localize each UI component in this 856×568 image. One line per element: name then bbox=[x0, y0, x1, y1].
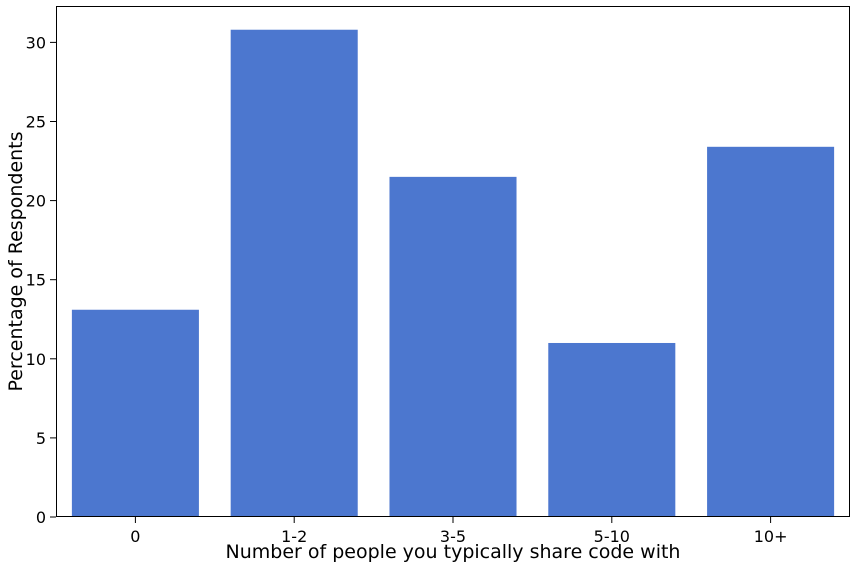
y-axis-ticks: 0 5 10 15 20 25 30 bbox=[26, 33, 56, 527]
x-axis-ticks: 0 1-2 3-5 5-10 10+ bbox=[130, 517, 787, 546]
x-tick-label: 10+ bbox=[754, 527, 788, 546]
bars-group bbox=[71, 29, 835, 518]
x-tick-label: 3-5 bbox=[440, 527, 466, 546]
y-tick-label: 25 bbox=[26, 112, 46, 131]
y-tick-label: 30 bbox=[26, 33, 46, 52]
x-tick-label: 5-10 bbox=[594, 527, 630, 546]
y-tick-label: 0 bbox=[36, 508, 46, 527]
bar-3-5 bbox=[389, 176, 517, 518]
y-tick-label: 10 bbox=[26, 350, 46, 369]
x-axis-label: Number of people you typically share cod… bbox=[226, 541, 681, 563]
bar-1-2 bbox=[230, 29, 358, 517]
bar-10+ bbox=[707, 146, 835, 518]
plot-frame bbox=[56, 6, 850, 517]
x-tick-label: 1-2 bbox=[281, 527, 307, 546]
y-tick-label: 20 bbox=[26, 192, 46, 211]
x-tick-label: 0 bbox=[130, 527, 140, 546]
y-axis-label: Percentage of Respondents bbox=[5, 131, 27, 391]
y-tick-label: 15 bbox=[26, 271, 46, 290]
bar-5-10 bbox=[548, 342, 676, 517]
y-tick-label: 5 bbox=[36, 429, 46, 448]
bar-0 bbox=[71, 309, 199, 517]
